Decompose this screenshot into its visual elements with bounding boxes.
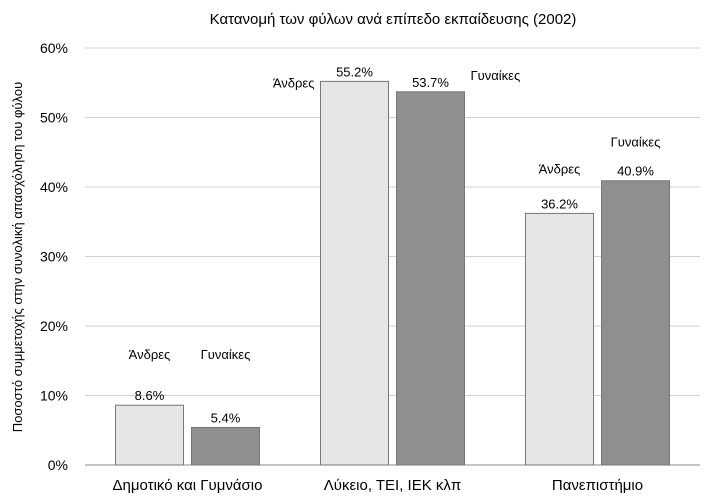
- series-name-label: Γυναίκες: [611, 135, 661, 150]
- series-name-label: Άνδρες: [539, 161, 581, 176]
- y-tick-label: 60%: [40, 40, 68, 56]
- bar: [525, 212, 594, 466]
- bar-value-label: 53.7%: [412, 75, 449, 90]
- bar: [320, 80, 389, 466]
- series-name-label: Γυναίκες: [471, 68, 521, 83]
- series-name-label: Άνδρες: [129, 347, 171, 362]
- series-name-label: Γυναίκες: [201, 347, 251, 362]
- bar-value-label: 5.4%: [211, 410, 241, 425]
- y-tick-label: 10%: [40, 388, 68, 404]
- bar-value-label: 36.2%: [541, 196, 578, 211]
- bars: [115, 80, 670, 466]
- y-tick-label: 50%: [40, 110, 68, 126]
- data-labels: 8.6% 5.4% Άνδρες Γυναίκες 55.2% 53.7% Άνδρες Γυ…: [129, 64, 661, 425]
- bar-value-label: 40.9%: [617, 164, 654, 179]
- y-tick-label: 40%: [40, 179, 68, 195]
- bar: [115, 404, 184, 466]
- series-name-label: Άνδρες: [273, 75, 315, 90]
- y-axis-label: Ποσοστό συμμετοχής στην συνολική απασχόλ…: [10, 82, 25, 432]
- y-tick-label: 20%: [40, 318, 68, 334]
- category-label: Πανεπιστήμιο: [552, 477, 643, 494]
- bar: [601, 180, 670, 466]
- category-label: Λύκειο, ΤΕΙ, ΙΕΚ κλπ: [324, 477, 462, 494]
- bar: [396, 91, 465, 466]
- chart-title: Κατανομή των φύλων ανά επίπεδο εκπαίδευσ…: [210, 11, 577, 28]
- y-ticks: 0% 10% 20% 30% 40% 50% 60%: [40, 40, 68, 473]
- bar-value-label: 8.6%: [135, 388, 165, 403]
- category-label: Δημοτικό και Γυμνάσιο: [113, 477, 263, 494]
- y-tick-label: 30%: [40, 249, 68, 265]
- bar-value-label: 55.2%: [336, 64, 373, 79]
- x-ticks: Δημοτικό και Γυμνάσιο Λύκειο, ΤΕΙ, ΙΕΚ κλ…: [113, 477, 644, 494]
- gridlines: [85, 47, 700, 466]
- y-tick-label: 0%: [48, 457, 68, 473]
- bar: [191, 426, 260, 466]
